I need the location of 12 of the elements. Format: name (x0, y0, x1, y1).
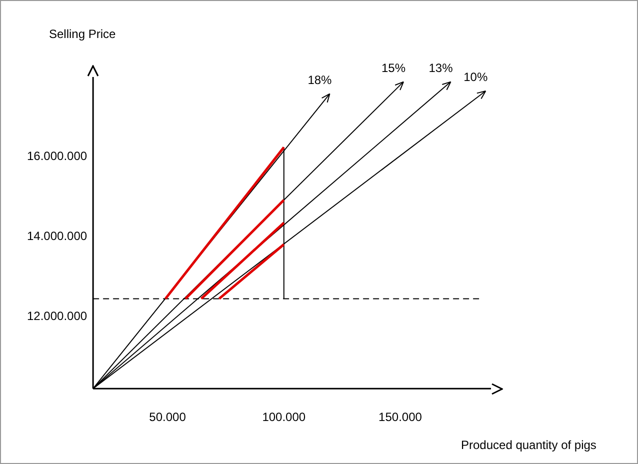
y-tick-label: 14.000.000 (26, 229, 88, 244)
x-tick-label: 50.000 (149, 410, 186, 424)
series-label: 15% (381, 60, 406, 75)
series-label: 13% (428, 60, 454, 75)
series-label: 18% (308, 72, 332, 87)
x-tick-label: 100.000 (262, 410, 306, 424)
y-tick-label: 12.000.000 (26, 309, 88, 324)
y-axis-title: Selling Price (49, 27, 116, 41)
x-tick-label: 150.000 (378, 410, 422, 424)
y-tick-label: 16.000.000 (26, 149, 88, 164)
x-axis-title: Produced quantity of pigs (461, 438, 596, 452)
series-label: 10% (464, 70, 488, 84)
